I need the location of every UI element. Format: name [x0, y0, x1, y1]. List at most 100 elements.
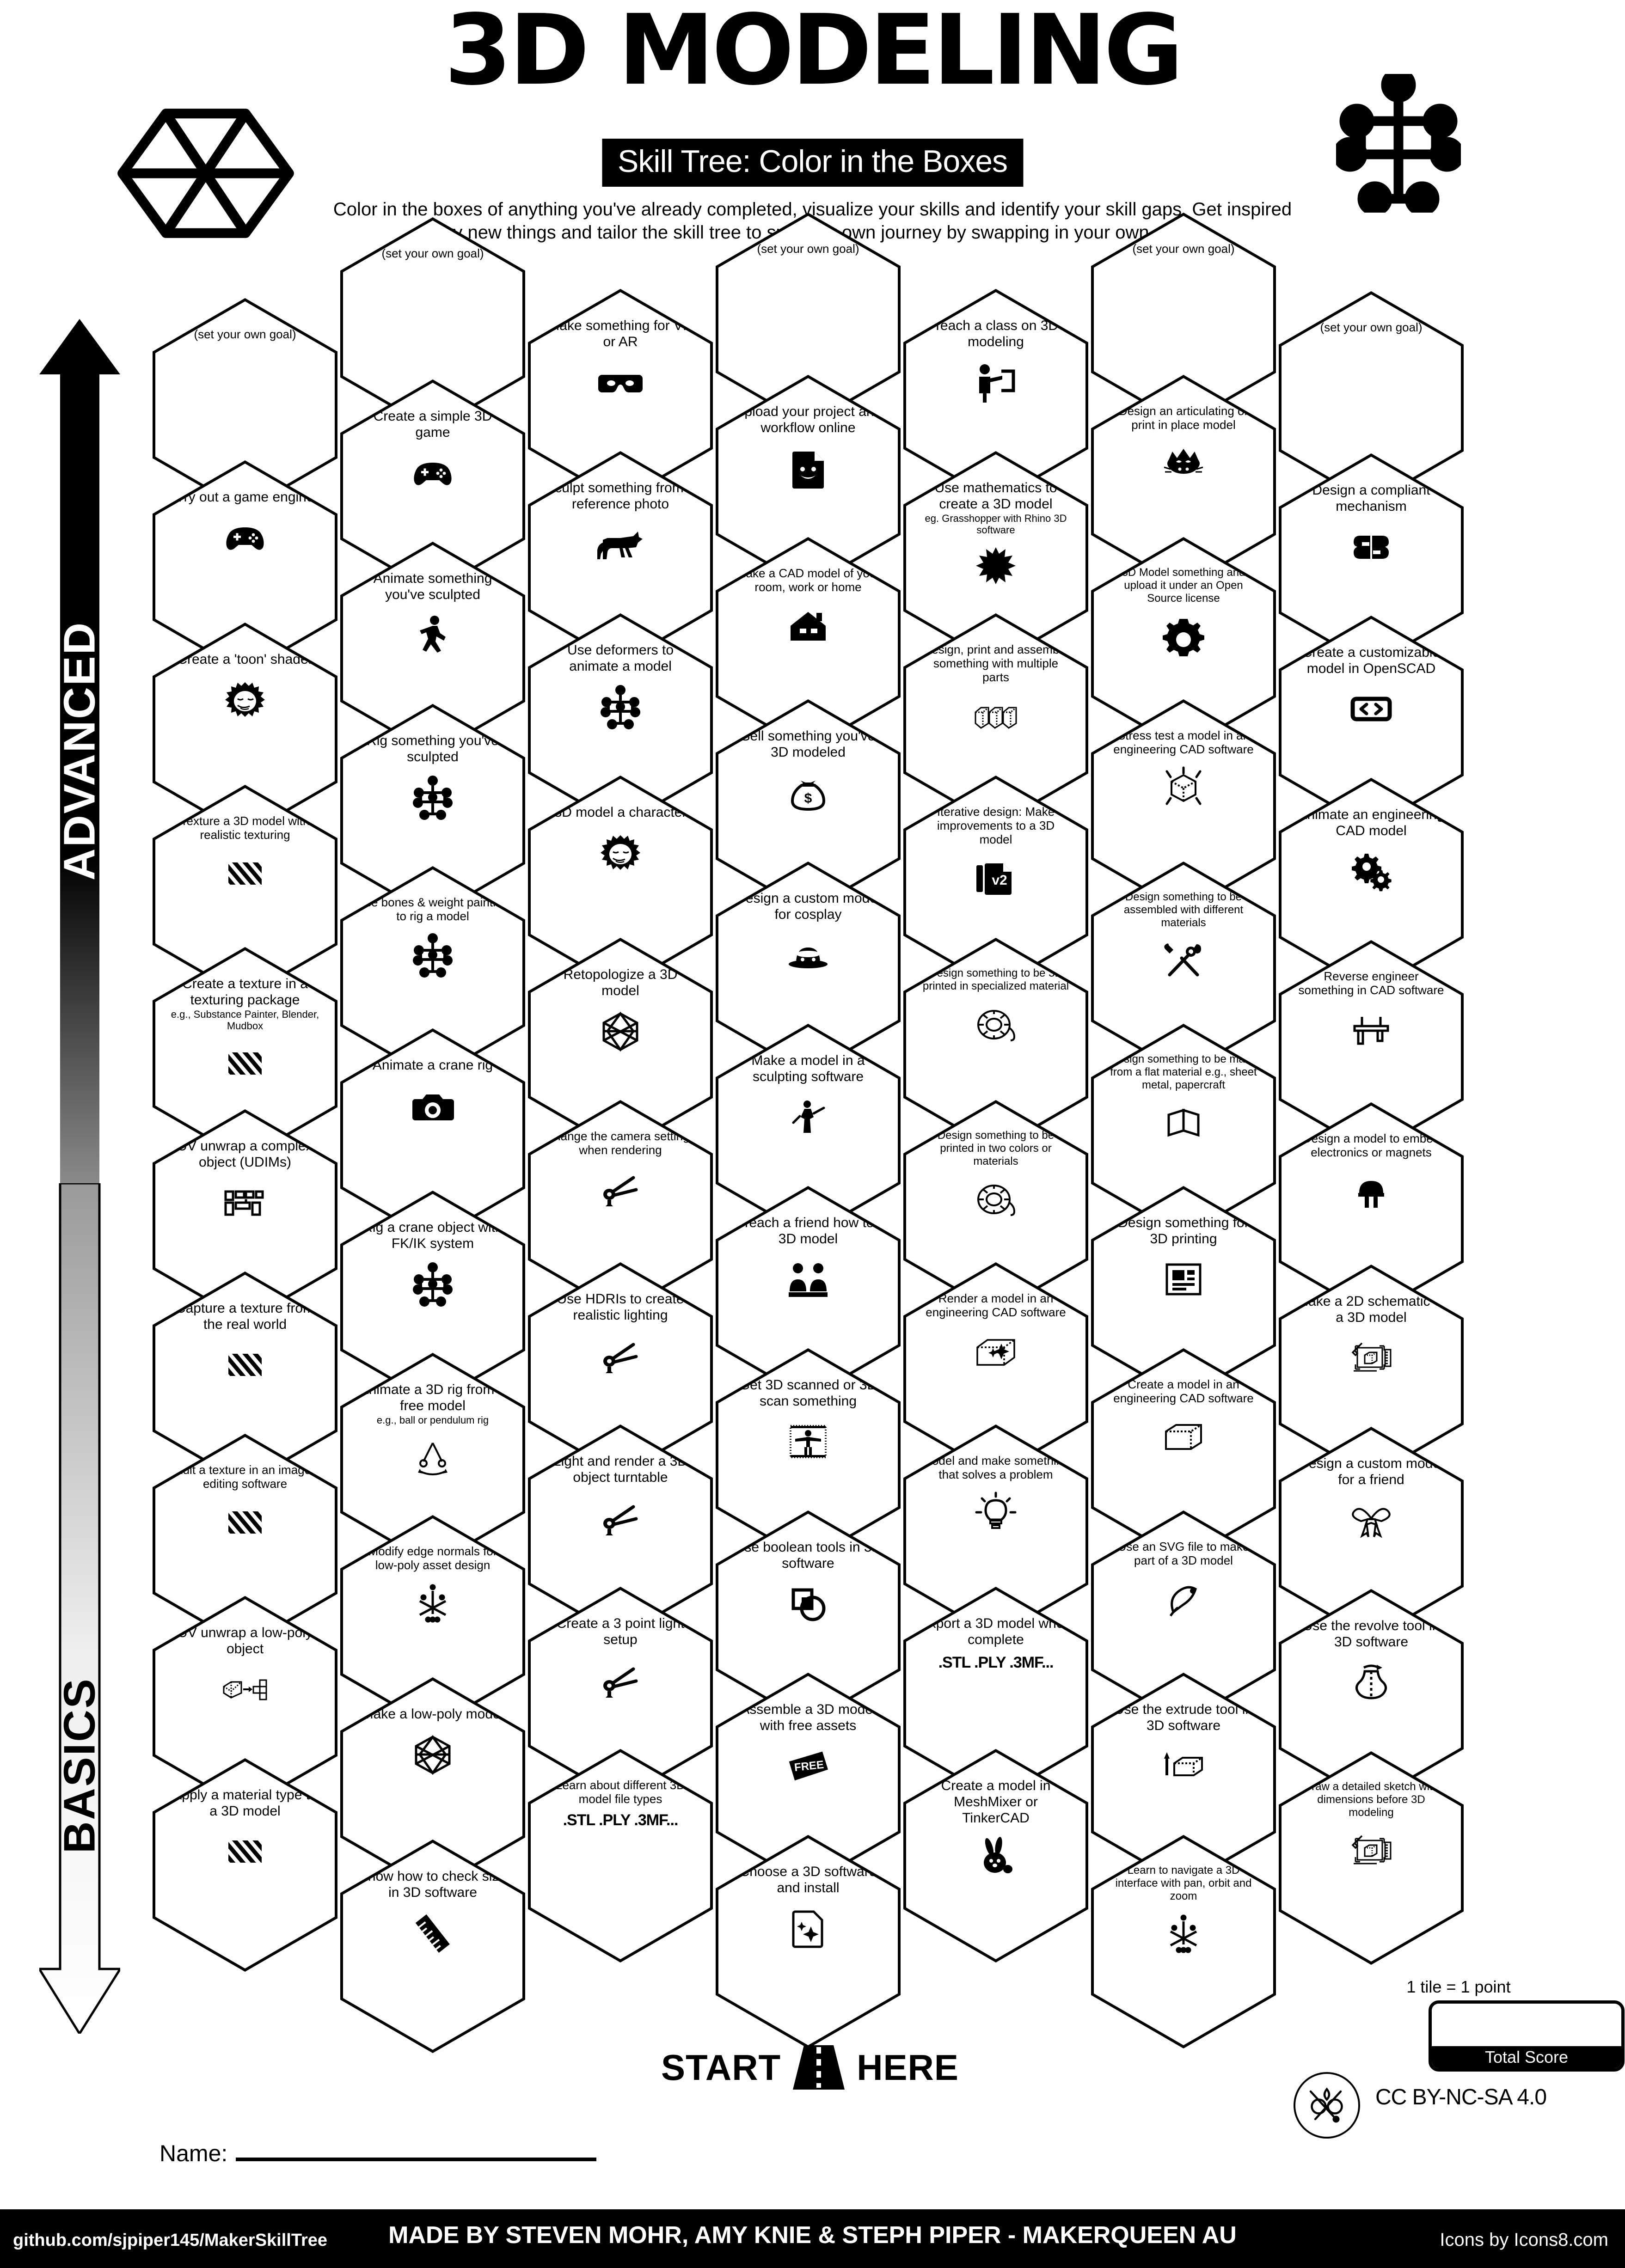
- skill-hex-c5-r1[interactable]: Design an articulating or print in place…: [1091, 375, 1276, 588]
- skill-hex-label: (set your own goal): [381, 246, 484, 260]
- skill-hex-label: Render a model in an engineering CAD sof…: [926, 1291, 1066, 1320]
- skill-hex-label: Design a model to embed electronics or m…: [1302, 1131, 1440, 1160]
- skill-hex-c5-r10[interactable]: Learn to navigate a 3D interface with pa…: [1091, 1835, 1276, 2048]
- printer-blueprint-icon: [1149, 1254, 1218, 1305]
- skill-hex-c2-r9[interactable]: Learn about different 3D model file type…: [528, 1749, 713, 1962]
- basics-arrow: [39, 1183, 120, 2034]
- stress-box-icon: [1149, 763, 1218, 813]
- svg-text:$: $: [804, 791, 812, 806]
- svg-text:v2: v2: [992, 873, 1007, 888]
- open-gear-icon: [1149, 611, 1218, 662]
- skill-hex-label: Use an SVG file to make part of a 3D mod…: [1117, 1540, 1250, 1568]
- hatch-swatch-icon: [210, 848, 280, 899]
- skill-hex-label: Rig a crane object with FK/IK system: [362, 1220, 503, 1251]
- skill-hex-c4-r2[interactable]: Design, print and assemble something wit…: [903, 613, 1088, 827]
- skill-hex-body: Use an SVG file to make part of a 3D mod…: [1094, 1514, 1273, 1721]
- code-brackets-icon: [1337, 684, 1406, 734]
- skill-hex-label: Model and make something that solves a p…: [922, 1454, 1070, 1482]
- skill-hex-label: (set your own goal): [1320, 320, 1423, 334]
- skill-hex-label: Get 3D scanned or 3D scan something: [739, 1377, 877, 1409]
- normals-icon: [398, 1578, 467, 1629]
- skill-hex-label: Choose a 3D software and install: [739, 1864, 877, 1895]
- skill-hex-label: Animate a crane rig: [372, 1058, 493, 1073]
- skill-hex-c5-r5[interactable]: Design something to be made from a flat …: [1091, 1024, 1276, 1237]
- gift-bow-icon: [1337, 1495, 1406, 1546]
- here-label: HERE: [857, 2047, 959, 2088]
- skill-hex-c6-r0[interactable]: (set your own goal): [1279, 291, 1464, 505]
- skill-hex-label: Design something for 3D printing: [1118, 1215, 1249, 1247]
- name-input-line[interactable]: [236, 2155, 597, 2161]
- molecule-node-logo: [1336, 74, 1461, 213]
- start-here-marker: START HERE: [661, 2045, 959, 2090]
- total-score-box[interactable]: Total Score: [1429, 2000, 1625, 2072]
- skill-hex-label: Create a simple 3D game: [373, 409, 492, 440]
- render-box-icon: [961, 1326, 1030, 1376]
- footer-bar: [0, 2209, 1625, 2268]
- skill-hex-label: Texture a 3D model with realistic textur…: [180, 814, 310, 842]
- toon-face-icon: [210, 674, 280, 725]
- calipers-icon: [1337, 1003, 1406, 1054]
- hatch-swatch-icon: [210, 1826, 280, 1877]
- file-formats-text-icon: .STL .PLY .3MF...: [563, 1811, 679, 1829]
- led-icon: [1337, 1166, 1406, 1217]
- skill-hex-c6-r7[interactable]: Design a custom model for a friend: [1279, 1427, 1464, 1640]
- pendulum-icon: [398, 1432, 467, 1483]
- filament-spool-icon: [961, 999, 1030, 1050]
- skill-hex-label: Try out a game engine: [176, 489, 314, 505]
- skill-hex-label: Sculpt something from a reference photo: [546, 480, 695, 512]
- skill-hex-c3-r10[interactable]: Choose a 3D software and install: [716, 1835, 901, 2048]
- skill-hex-c6-r3[interactable]: Animate an engineering CAD model: [1279, 778, 1464, 991]
- skill-hex-label: 3D model a character: [554, 805, 687, 820]
- skill-hex-label: UV unwrap a complex object (UDIMs): [177, 1138, 313, 1170]
- maker-tools-badge: [1294, 2072, 1360, 2139]
- hatch-swatch-icon: [210, 1339, 280, 1390]
- skill-hex-label: Design something to be printed in two co…: [937, 1129, 1055, 1168]
- skill-hex-c4-r9[interactable]: Create a model in MeshMixer or TinkerCAD: [903, 1749, 1088, 1962]
- file-formats-text-icon: .STL .PLY .3MF...: [938, 1653, 1054, 1671]
- skill-hex-label: Use HDRIs to create realistic lighting: [557, 1291, 684, 1323]
- skill-hex-label: Animate a 3D rig from a free model: [359, 1382, 506, 1413]
- name-field-row[interactable]: Name:: [159, 2140, 597, 2167]
- skill-hex-body: UV unwrap a complex object (UDIMs): [155, 1113, 335, 1320]
- skill-hex-label: Teach a class on 3D modeling: [933, 318, 1059, 349]
- skill-hex-label: Apply a material type to a 3D model: [172, 1787, 318, 1819]
- skill-hex-body: Learn about different 3D model file type…: [531, 1752, 710, 1959]
- free-tag-icon: FREE: [773, 1741, 843, 1791]
- skill-hex-body: Make a low-poly model: [343, 1681, 522, 1888]
- schematic-icon: [1337, 1333, 1406, 1383]
- rig-armature-icon: [398, 929, 467, 980]
- skill-hex-label: Make a model in a sculpting software: [751, 1053, 865, 1084]
- walking-person-icon: [398, 610, 467, 660]
- skill-hex-c5-r9[interactable]: Use the extrude tool in 3D software: [1091, 1673, 1276, 1886]
- skill-hex-label: (set your own goal): [194, 327, 296, 341]
- skill-hex-c1-r10[interactable]: Know how to check size in 3D software: [340, 1840, 525, 2053]
- skill-hex-label: UV unwrap a low-poly object: [178, 1625, 313, 1657]
- skill-hex-c6-r9[interactable]: Draw a detailed sketch with dimensions b…: [1279, 1751, 1464, 1965]
- skill-hex-sublabel: e.g., Substance Painter, Blender, Mudbox: [171, 1008, 319, 1032]
- hatch-swatch-icon: [210, 1038, 280, 1089]
- skill-hex-label: Rig something you've sculpted: [367, 733, 499, 764]
- dragon-icon: [1149, 438, 1218, 489]
- skill-hex-label: Use boolean tools in 3D software: [734, 1540, 882, 1571]
- skill-hex-label: Learn about different 3D model file type…: [556, 1778, 685, 1806]
- skill-hex-body: Design something to be made from a flat …: [1094, 1027, 1273, 1234]
- skill-hex-label: Design a custom model for cosplay: [736, 891, 881, 922]
- footer-credit: MADE BY STEVEN MOHR, AMY KNIE & STEPH PI…: [388, 2222, 1237, 2249]
- skill-hex-label: 3D Model something and upload it under a…: [1122, 566, 1245, 605]
- gamepad-icon: [398, 447, 467, 498]
- footer-github-link[interactable]: github.com/sjpiper145/MakerSkillTree: [13, 2231, 328, 2250]
- cad-box-icon: [1149, 1412, 1218, 1462]
- bunny-icon: [961, 1833, 1030, 1883]
- extrude-icon: [1149, 1741, 1218, 1791]
- skill-hex-body: Know how to check size in 3D software: [343, 1843, 522, 2050]
- skill-hex-label: (set your own goal): [757, 242, 859, 256]
- total-score-label: Total Score: [1432, 2046, 1621, 2068]
- skill-hex-label: Design, print and assemble something wit…: [923, 642, 1069, 685]
- skill-hex-label: Design something to be assembled with di…: [1123, 891, 1244, 929]
- skill-hex-c0-r9[interactable]: Apply a material type to a 3D model: [153, 1758, 337, 1972]
- skill-hex-label: Use the extrude tool in 3D software: [1114, 1702, 1253, 1733]
- normals-icon: [1149, 1909, 1218, 1960]
- skill-hex-label: Use the revolve tool in 3D software: [1302, 1618, 1440, 1650]
- camera-icon: [398, 1080, 467, 1131]
- skill-hex-label: Make something for VR or AR: [548, 318, 693, 349]
